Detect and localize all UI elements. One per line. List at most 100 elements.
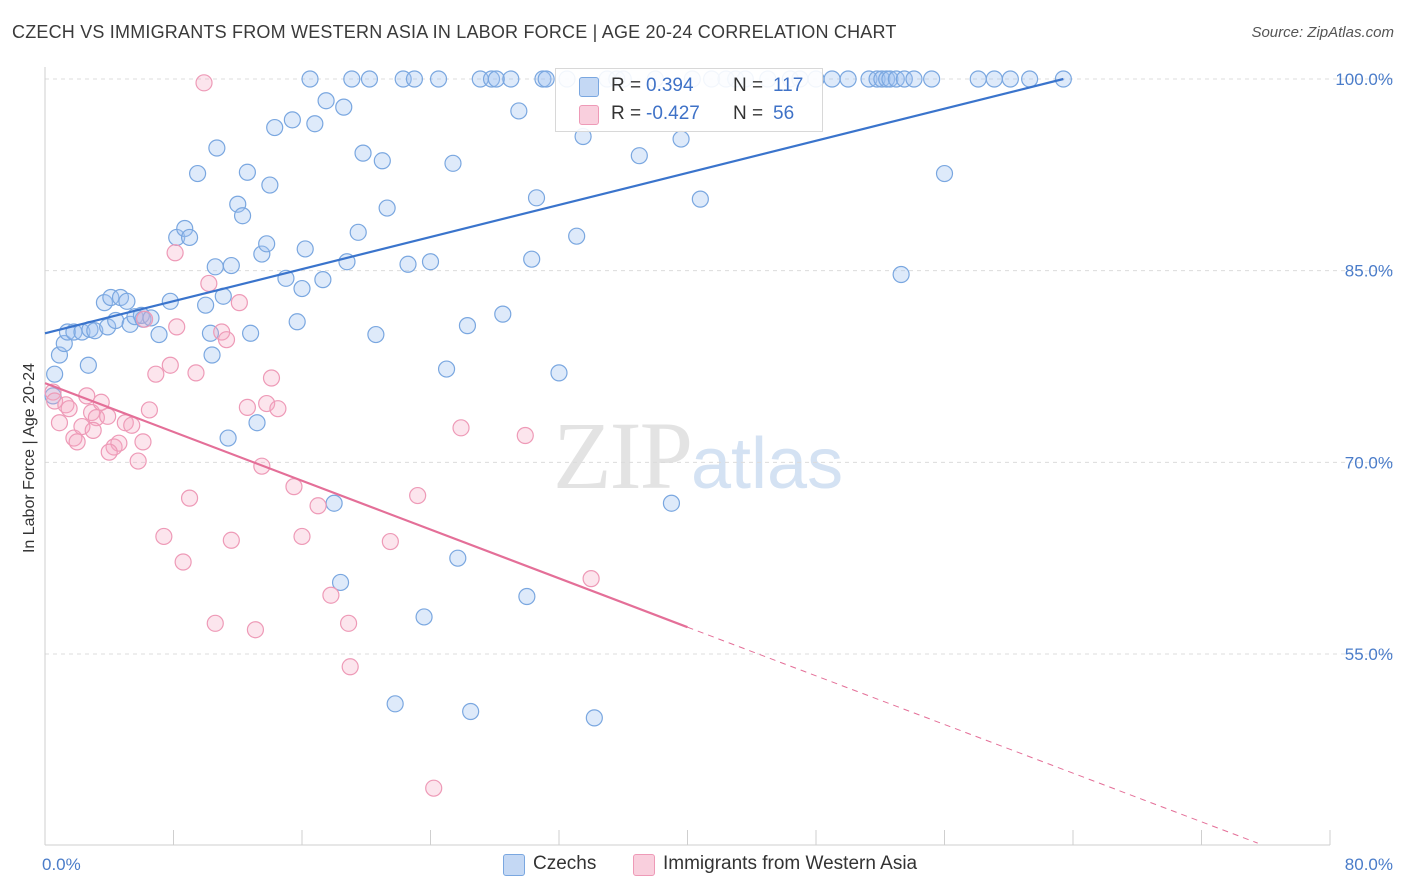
czech-point [176,219,194,238]
czech-point [585,709,603,727]
western-asia-point [269,400,287,418]
y-axis-label: In Labor Force | Age 20-24 [21,363,38,553]
czech-point [662,494,681,512]
czech-point [258,235,276,253]
czech-point [354,144,372,162]
czech-point [823,70,841,88]
czech-point [969,70,987,88]
czech-point [150,325,168,344]
czech-point [331,573,350,592]
x-tick-label: 0.0% [42,855,81,874]
western-asia-point [258,394,276,413]
czech-point [266,118,284,137]
western-asia-point [135,310,154,328]
czech-point [527,189,546,207]
czech-point [203,346,221,364]
czech-point [895,70,913,88]
czech-point [253,245,271,263]
western-asia-point [381,532,399,551]
western-asia-point [100,443,118,461]
czech-point [206,258,224,276]
czech-point [881,70,899,88]
western-asia-point [155,527,173,546]
western-asia-point [174,553,192,571]
legend-n-value: 56 [773,103,795,124]
czech-point [518,587,536,606]
czech-point [502,70,520,88]
correlation-legend: R = 0.394 N = 117 R = -0.427 N = 56 [555,68,823,132]
czech-point [494,305,512,323]
czech-point [691,190,709,208]
czech-point [550,364,568,382]
watermark: ZIPatlas [553,400,843,511]
czech-point [985,70,1003,88]
western-asia-point [341,658,359,676]
legend-n-label: N = [733,103,764,124]
chart-title: CZECH VS IMMIGRANTS FROM WESTERN ASIA IN… [12,22,897,42]
czech-point [102,288,120,307]
czech-point [399,255,417,273]
czech-point [367,325,385,344]
western-asia-point [60,400,78,418]
legend-r-value: 0.394 [646,75,694,96]
czech-point [892,265,910,284]
czech-point [248,414,266,432]
western-asia-point [262,369,281,387]
czech-point [86,322,104,340]
czech-point [242,324,260,342]
czech-point [487,70,505,88]
western-asia-trend-extension [687,626,1258,844]
czech-point [523,250,541,268]
y-tick-label: 55.0% [1345,645,1393,664]
czech-point [378,199,396,217]
czech-point [233,207,252,225]
czech-point [118,292,136,310]
czech-point [449,549,467,567]
watermark-zip: ZIP [553,402,693,509]
western-asia-point [582,570,600,588]
western-asia-point [285,478,303,496]
legend-r-label: R = [611,103,642,124]
western-asia-point [452,419,470,437]
legend-r-label: R = [611,75,642,96]
czech-point [462,702,480,721]
y-tick-label: 70.0% [1345,453,1393,472]
czech-point [537,70,555,88]
czech-point [306,115,324,133]
western-asia-point [123,416,141,434]
source-label: Source: ZipAtlas.com [1251,24,1394,41]
series-legend: Czechs Immigrants from Western Asia [0,852,1406,878]
czech-point [283,111,301,129]
czech-point [444,154,462,172]
czech-point [301,70,319,88]
western-asia-point [187,364,205,382]
czech-point [458,317,477,335]
czech-point [349,223,367,241]
legend-n-label: N = [733,75,764,96]
western-asia-point [238,398,256,416]
czech-point [568,227,586,245]
czech-point [317,92,335,110]
czech-point [868,70,886,88]
western-asia-trend-line [44,382,688,629]
western-asia-point [134,433,152,451]
western-asia-point [195,74,213,92]
czech-point [905,70,923,88]
czech-point [510,102,528,120]
tick-labels: 55.0% 70.0% 85.0% 100.0% 0.0% 80.0% [42,70,1393,874]
western-asia-point [293,527,311,546]
legend-r-value: -0.427 [646,103,700,124]
czech-point [314,271,332,289]
watermark-atlas: atlas [691,424,844,504]
czech-point [630,147,648,165]
western-asia-point [217,331,236,349]
czech-point [238,163,256,181]
western-asia-point [50,414,69,432]
czech-point [923,70,941,88]
czech-point [421,253,440,271]
y-tick-label: 85.0% [1345,262,1393,281]
czech-point [429,70,448,88]
western-asia-point [84,421,102,439]
legend-label-western-asia: Immigrants from Western Asia [663,853,918,874]
legend-swatch-western-asia [633,854,655,876]
